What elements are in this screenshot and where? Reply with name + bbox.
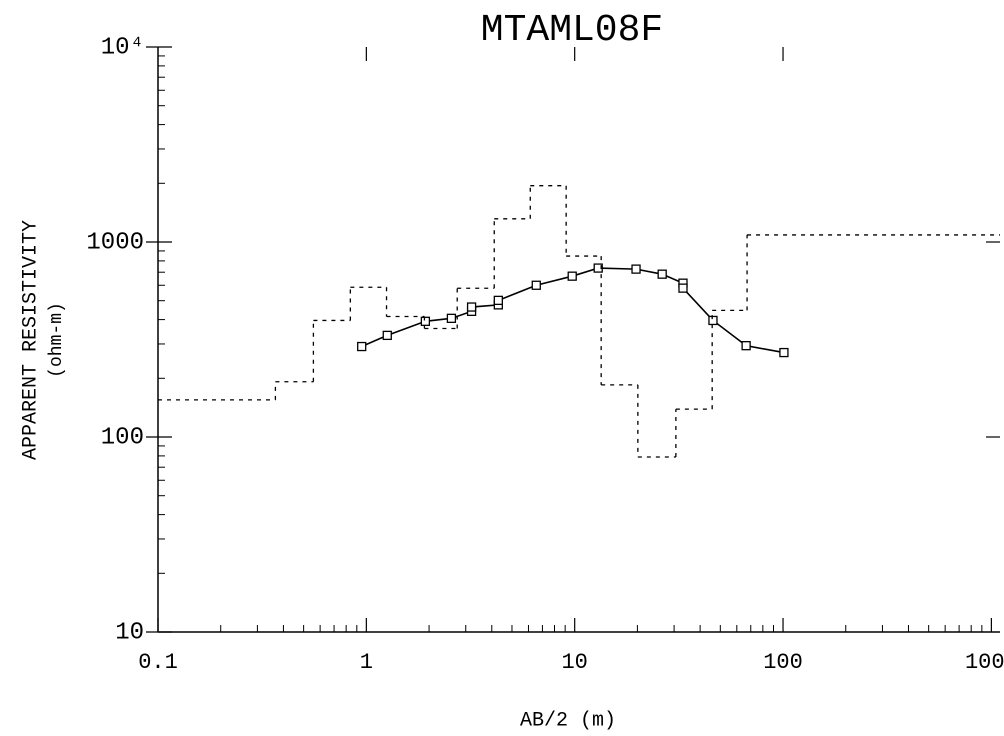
y-tick-label: 1000 (86, 229, 144, 256)
x-tick-label: 0.1 (138, 650, 178, 675)
measured-point (678, 283, 688, 293)
y-tick-label: 100 (101, 424, 144, 451)
measured-point (531, 280, 541, 290)
measured-point (708, 315, 718, 326)
measured-point (420, 316, 431, 326)
measured-point (493, 295, 503, 306)
x-tick-label: 1 (360, 650, 373, 675)
measured-point (357, 341, 367, 352)
x-tick-label: 1000 (965, 650, 1004, 675)
measured-point (382, 330, 392, 341)
y-axis-unit: (ohm-m) (47, 302, 67, 378)
y-axis-label: APPARENT RESISTIVITY (19, 220, 42, 460)
x-tick-label: 10 (561, 650, 587, 675)
measured-point (446, 313, 457, 323)
measured-point (466, 302, 477, 312)
measured-point (631, 264, 641, 274)
y-tick-label: 10⁴ (101, 34, 144, 61)
measured-point (779, 347, 789, 358)
chart-title: MTAML08F (481, 9, 663, 52)
y-tick-label: 10 (115, 619, 144, 646)
x-axis-label: AB/2 (m) (520, 709, 616, 732)
measured-point (657, 269, 667, 279)
measured-point (741, 341, 751, 351)
x-tick-label: 100 (763, 650, 803, 675)
measured-point (593, 263, 603, 273)
measured-point (567, 271, 577, 281)
